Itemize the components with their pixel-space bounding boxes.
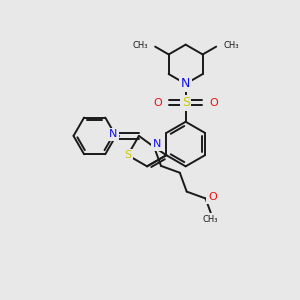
- Text: N: N: [181, 77, 190, 90]
- Text: S: S: [124, 150, 131, 160]
- Text: N: N: [153, 139, 161, 149]
- Text: CH₃: CH₃: [203, 214, 218, 224]
- Text: N: N: [109, 129, 117, 140]
- Text: O: O: [154, 98, 162, 108]
- Text: S: S: [182, 96, 190, 109]
- Text: CH₃: CH₃: [132, 41, 148, 50]
- Text: O: O: [209, 98, 218, 108]
- Text: CH₃: CH₃: [224, 41, 239, 50]
- Text: O: O: [208, 192, 217, 202]
